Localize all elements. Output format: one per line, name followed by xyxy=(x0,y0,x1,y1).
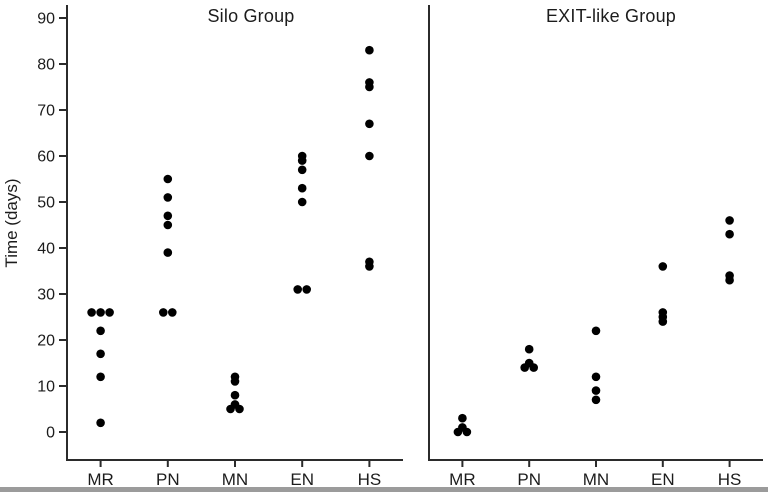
x-tick-label: EN xyxy=(651,470,675,489)
data-point xyxy=(458,423,467,432)
data-point xyxy=(163,174,173,184)
data-point xyxy=(524,358,534,368)
x-tick-label: MN xyxy=(222,470,248,489)
y-tick-label: 10 xyxy=(37,379,55,396)
x-tick-label: EN xyxy=(290,470,314,489)
data-point xyxy=(105,308,114,317)
y-tick-label: 30 xyxy=(37,287,55,304)
data-point xyxy=(302,285,312,294)
data-point xyxy=(725,229,734,239)
panel-title-silo-group: Silo Group xyxy=(207,6,295,26)
data-point xyxy=(365,45,374,55)
data-point xyxy=(297,183,307,193)
data-point xyxy=(365,78,374,87)
data-point xyxy=(159,308,168,317)
x-tick-label: MR xyxy=(449,470,475,489)
data-point xyxy=(230,400,240,409)
data-point xyxy=(96,372,105,382)
data-point xyxy=(591,326,601,336)
data-point xyxy=(591,395,601,405)
data-point xyxy=(293,285,303,294)
data-point xyxy=(163,211,173,221)
data-point xyxy=(96,349,105,359)
data-point xyxy=(96,308,105,317)
y-tick-label: 50 xyxy=(37,195,55,212)
y-tick-label: 90 xyxy=(37,11,55,28)
panel-title-exit-like-group: EXIT-like Group xyxy=(545,6,677,26)
data-point xyxy=(297,151,307,161)
y-tick-label: 0 xyxy=(46,425,55,442)
y-tick-label: 80 xyxy=(37,57,55,74)
y-axis-title: Time (days) xyxy=(2,178,21,268)
data-point xyxy=(365,151,374,161)
data-point xyxy=(458,413,467,423)
data-point xyxy=(297,197,307,207)
x-tick-label: HS xyxy=(718,470,742,489)
data-point xyxy=(96,418,105,428)
y-tick-label: 70 xyxy=(37,103,55,120)
data-point xyxy=(163,193,173,202)
data-point xyxy=(230,390,240,400)
data-point xyxy=(524,344,534,354)
data-point xyxy=(591,372,601,382)
x-tick-label: MN xyxy=(583,470,609,489)
data-point xyxy=(365,119,374,129)
bottom-edge-bar xyxy=(0,487,768,492)
data-point xyxy=(725,216,734,225)
data-point xyxy=(658,308,668,317)
x-tick-label: MR xyxy=(87,470,113,489)
y-tick-label: 40 xyxy=(37,241,55,258)
data-point xyxy=(168,308,177,317)
x-tick-label: PN xyxy=(156,470,180,489)
y-tick-label: 20 xyxy=(37,333,55,350)
data-point xyxy=(230,372,240,382)
data-point xyxy=(297,165,307,175)
data-point xyxy=(658,262,668,271)
y-tick-label: 60 xyxy=(37,149,55,166)
data-point xyxy=(87,308,96,317)
x-tick-label: PN xyxy=(517,470,541,489)
data-point xyxy=(725,271,734,280)
data-point xyxy=(163,220,173,230)
data-point xyxy=(591,386,601,395)
data-point xyxy=(96,326,105,336)
data-point xyxy=(163,248,173,257)
x-tick-label: HS xyxy=(358,470,382,489)
data-point xyxy=(365,257,374,267)
